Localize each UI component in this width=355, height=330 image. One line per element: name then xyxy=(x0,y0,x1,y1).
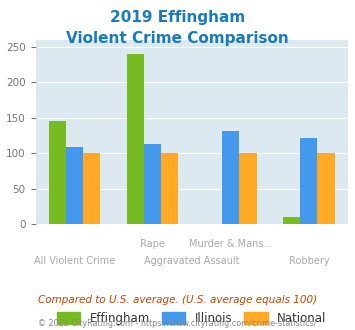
Bar xyxy=(283,216,300,224)
Text: All Violent Crime: All Violent Crime xyxy=(34,256,115,266)
Text: Robbery: Robbery xyxy=(289,256,329,266)
Bar xyxy=(317,152,335,224)
Bar xyxy=(239,152,257,224)
Text: Rape: Rape xyxy=(140,239,165,249)
Bar xyxy=(222,131,239,224)
Text: Aggravated Assault: Aggravated Assault xyxy=(144,256,240,266)
Bar xyxy=(49,121,66,224)
Text: Compared to U.S. average. (U.S. average equals 100): Compared to U.S. average. (U.S. average … xyxy=(38,295,317,305)
Text: Murder & Mans...: Murder & Mans... xyxy=(189,239,273,249)
Text: © 2025 CityRating.com - https://www.cityrating.com/crime-statistics/: © 2025 CityRating.com - https://www.city… xyxy=(38,319,317,328)
Bar xyxy=(127,54,144,224)
Bar xyxy=(66,147,83,224)
Bar xyxy=(300,138,317,224)
Bar xyxy=(161,152,179,224)
Text: 2019 Effingham: 2019 Effingham xyxy=(110,10,245,25)
Bar xyxy=(83,152,100,224)
Text: Violent Crime Comparison: Violent Crime Comparison xyxy=(66,31,289,46)
Legend: Effingham, Illinois, National: Effingham, Illinois, National xyxy=(52,307,332,329)
Bar xyxy=(144,144,161,224)
